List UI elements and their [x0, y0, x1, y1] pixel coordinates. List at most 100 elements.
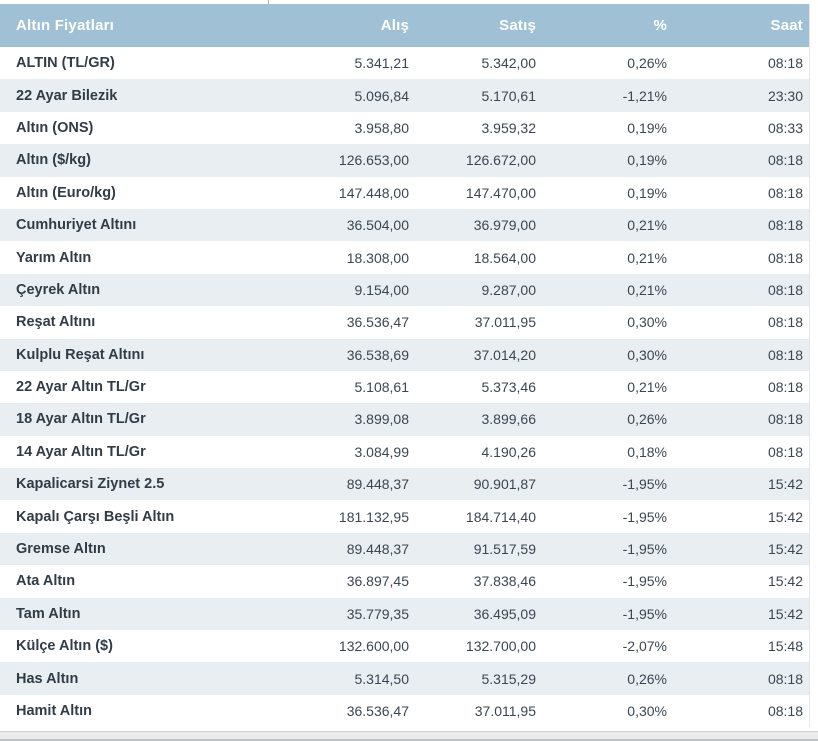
update-time: 15:42: [767, 605, 803, 622]
table-row: Kapalı Çarşı Beşli Altın 181.132,95 184.…: [0, 500, 809, 533]
instrument-name: 22 Ayar Altın TL/Gr: [16, 379, 146, 396]
sell-price: 5.170,61: [481, 87, 537, 104]
buy-price: 89.448,37: [346, 476, 409, 493]
table-row: 18 Ayar Altın TL/Gr 3.899,08 3.899,66 0,…: [0, 403, 809, 436]
sell-price: 132.700,00: [465, 638, 536, 655]
update-time: 08:18: [767, 379, 803, 396]
change-percent: -1,95%: [622, 476, 667, 493]
instrument-name: Cumhuriyet Altını: [16, 217, 137, 234]
table-row: 14 Ayar Altın TL/Gr 3.084,99 4.190,26 0,…: [0, 435, 809, 469]
instrument-name: Altın (Euro/kg): [16, 184, 116, 201]
buy-price: 5.341,21: [354, 55, 410, 72]
update-time: 08:18: [767, 703, 803, 719]
table-row: Yarım Altın 18.308,00 18.564,00 0,21% 08…: [0, 241, 809, 274]
instrument-name: Kapalı Çarşı Beşli Altın: [16, 508, 175, 525]
table-row: 22 Ayar Altın TL/Gr 5.108,61 5.373,46 0,…: [0, 370, 809, 404]
table-row: Altın ($/kg) 126.653,00 126.672,00 0,19%…: [0, 144, 809, 177]
sell-price: 36.979,00: [473, 217, 536, 234]
sell-price: 5.342,00: [481, 55, 537, 72]
table-row: Hamit Altın 36.536,47 37.011,95 0,30% 08…: [0, 694, 809, 728]
change-percent: 0,30%: [627, 346, 667, 363]
sell-price: 9.287,00: [481, 281, 537, 298]
buy-price: 36.536,47: [346, 703, 409, 719]
instrument-name: Reşat Altını: [16, 314, 96, 331]
instrument-name: Yarım Altın: [16, 249, 92, 266]
change-percent: -1,95%: [622, 508, 667, 525]
sell-price: 147.470,00: [465, 184, 536, 201]
sell-price: 36.495,09: [473, 605, 536, 622]
change-percent: 0,26%: [627, 55, 667, 72]
buy-price: 9.154,00: [354, 281, 410, 298]
update-time: 08:18: [767, 314, 803, 331]
change-percent: 0,21%: [627, 217, 667, 234]
table-row: Tam Altın 35.779,35 36.495,09 -1,95% 15:…: [0, 597, 809, 631]
sell-price: 184.714,40: [465, 508, 536, 525]
buy-price: 89.448,37: [346, 541, 409, 558]
update-time: 08:18: [767, 152, 803, 169]
buy-price: 3.958,80: [354, 119, 410, 136]
update-time: 08:18: [767, 411, 803, 428]
buy-price: 3.899,08: [354, 411, 410, 428]
update-time: 08:18: [767, 249, 803, 266]
update-time: 15:48: [767, 638, 803, 655]
change-percent: 0,21%: [627, 249, 667, 266]
table-row: ALTIN (TL/GR) 5.341,21 5.342,00 0,26% 08…: [0, 47, 809, 80]
change-percent: 0,30%: [627, 314, 667, 331]
sell-price: 5.373,46: [481, 379, 537, 396]
table-row: Altın (Euro/kg) 147.448,00 147.470,00 0,…: [0, 176, 809, 209]
sell-price: 90.901,87: [473, 476, 536, 493]
sell-price: 3.959,32: [481, 119, 537, 136]
horizontal-scrollbar[interactable]: [0, 731, 818, 741]
col-header-buy: Alış: [380, 17, 409, 34]
change-percent: -1,95%: [622, 605, 667, 622]
table-row: Has Altın 5.314,50 5.315,29 0,26% 08:18: [0, 662, 809, 695]
update-time: 08:18: [767, 443, 803, 460]
update-time: 08:18: [767, 346, 803, 363]
buy-price: 126.653,00: [338, 152, 409, 169]
table-row: Cumhuriyet Altını 36.504,00 36.979,00 0,…: [0, 208, 809, 242]
change-percent: 0,18%: [627, 443, 667, 460]
buy-price: 5.314,50: [354, 670, 410, 687]
buy-price: 36.504,00: [346, 217, 409, 234]
sell-price: 37.011,95: [474, 314, 536, 331]
buy-price: 36.536,47: [346, 314, 409, 331]
sell-price: 91.517,59: [473, 541, 536, 558]
update-time: 08:18: [767, 217, 803, 234]
instrument-name: Külçe Altın ($): [16, 638, 113, 655]
top-strip: [0, 0, 818, 4]
change-percent: 0,19%: [627, 184, 667, 201]
change-percent: 0,21%: [627, 281, 667, 298]
instrument-name: Hamit Altın: [16, 703, 92, 719]
sell-price: 4.190,26: [481, 443, 537, 460]
update-time: 08:18: [767, 670, 803, 687]
buy-price: 36.897,45: [346, 573, 409, 590]
buy-price: 147.448,00: [338, 184, 409, 201]
table-body: ALTIN (TL/GR) 5.341,21 5.342,00 0,26% 08…: [0, 47, 809, 728]
col-header-change: %: [653, 17, 667, 34]
instrument-name: Gremse Altın: [16, 541, 106, 558]
buy-price: 5.096,84: [354, 87, 410, 104]
col-header-sell: Satış: [499, 17, 536, 34]
buy-price: 18.308,00: [346, 249, 409, 266]
instrument-name: Altın (ONS): [16, 119, 94, 136]
update-time: 15:42: [767, 476, 803, 493]
change-percent: -1,95%: [622, 541, 667, 558]
gold-prices-table: Altın Fiyatları Alış Satış % Saat ALTIN …: [0, 4, 810, 728]
instrument-name: Ata Altın: [16, 573, 76, 590]
top-divider-tick: [268, 0, 269, 4]
sell-price: 37.838,46: [473, 573, 536, 590]
change-percent: -1,95%: [622, 573, 667, 590]
instrument-name: Çeyrek Altın: [16, 281, 101, 298]
change-percent: 0,19%: [627, 119, 667, 136]
instrument-name: 18 Ayar Altın TL/Gr: [16, 411, 146, 428]
change-percent: 0,26%: [627, 411, 667, 428]
buy-price: 3.084,99: [354, 443, 410, 460]
change-percent: 0,19%: [627, 152, 667, 169]
instrument-name: Tam Altın: [16, 605, 81, 622]
update-time: 23:30: [767, 87, 803, 104]
buy-price: 36.538,69: [346, 346, 409, 363]
update-time: 15:42: [767, 508, 803, 525]
instrument-name: Kapalicarsi Ziynet 2.5: [16, 476, 165, 493]
instrument-name: ALTIN (TL/GR): [16, 55, 115, 72]
buy-price: 181.132,95: [338, 508, 409, 525]
